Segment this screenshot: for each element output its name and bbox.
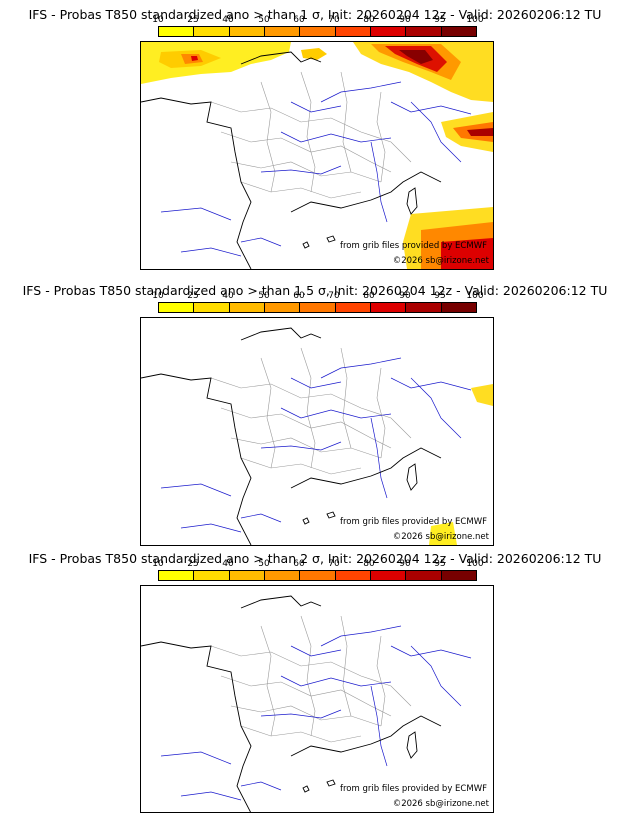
colorbar-label: 40 bbox=[222, 559, 234, 569]
colorbar-segment bbox=[335, 303, 371, 312]
colorbar-label: 40 bbox=[222, 15, 234, 25]
colorbar-label: 10 bbox=[152, 291, 164, 301]
colorbar-label: 100 bbox=[466, 15, 484, 25]
colorbar-label: 50 bbox=[258, 559, 270, 569]
colorbar bbox=[158, 302, 477, 313]
data-source-credit: from grib files provided by ECMWF bbox=[340, 517, 487, 527]
colorbar-segment bbox=[441, 571, 476, 580]
coastline bbox=[141, 595, 442, 812]
colorbar-segment bbox=[300, 27, 336, 36]
copyright-credit: ©2026 sb@irizone.net bbox=[392, 799, 489, 809]
colorbar-segment bbox=[264, 571, 301, 580]
probability-map: from grib files provided by ECMWF ©2026 … bbox=[140, 585, 494, 813]
admin-borders bbox=[210, 71, 412, 199]
forecast-panel-2sigma: IFS - Probas T850 standardized ano > tha… bbox=[0, 544, 630, 820]
colorbar-label: 95 bbox=[434, 15, 446, 25]
rivers bbox=[160, 357, 472, 533]
colorbar bbox=[158, 570, 477, 581]
colorbar-label: 50 bbox=[258, 291, 270, 301]
colorbar-label: 25 bbox=[187, 15, 199, 25]
colorbar-label: 90 bbox=[399, 15, 411, 25]
probability-map: from grib files provided by ECMWF ©2026 … bbox=[140, 317, 494, 546]
map-canvas bbox=[141, 327, 493, 545]
colorbar-segment bbox=[229, 27, 265, 36]
colorbar-segment bbox=[264, 303, 301, 312]
colorbar-label: 100 bbox=[466, 559, 484, 569]
colorbar-label: 90 bbox=[399, 559, 411, 569]
map-canvas bbox=[141, 595, 472, 812]
colorbar-label: 25 bbox=[187, 291, 199, 301]
panel-title: IFS - Probas T850 standardized ano > tha… bbox=[28, 551, 602, 566]
coastline bbox=[141, 51, 442, 269]
colorbar bbox=[158, 26, 477, 37]
colorbar-segment bbox=[159, 27, 195, 36]
colorbar-label: 100 bbox=[466, 291, 484, 301]
colorbar-label: 60 bbox=[293, 559, 305, 569]
colorbar-segment bbox=[441, 27, 476, 36]
colorbar-segment bbox=[194, 571, 230, 580]
data-source-credit: from grib files provided by ECMWF bbox=[340, 784, 487, 794]
colorbar-label: 80 bbox=[363, 291, 375, 301]
colorbar-segment bbox=[159, 571, 195, 580]
colorbar-segment bbox=[159, 303, 195, 312]
colorbar-segment bbox=[406, 571, 442, 580]
colorbar-labels: 10 25 40 50 60 70 80 90 95 100 bbox=[152, 291, 483, 302]
colorbar-segment bbox=[406, 303, 442, 312]
colorbar-segment bbox=[370, 571, 407, 580]
colorbar-label: 10 bbox=[152, 15, 164, 25]
colorbar-label: 70 bbox=[328, 15, 340, 25]
coastline bbox=[141, 327, 442, 545]
colorbar-label: 60 bbox=[293, 15, 305, 25]
rivers bbox=[160, 81, 472, 257]
probability-shading bbox=[429, 384, 493, 545]
forecast-panel-1sigma: IFS - Probas T850 standardized ano > tha… bbox=[0, 0, 630, 276]
colorbar-segment bbox=[264, 27, 301, 36]
colorbar-segment bbox=[441, 303, 476, 312]
colorbar-label: 90 bbox=[399, 291, 411, 301]
colorbar-segment bbox=[335, 27, 371, 36]
admin-borders bbox=[210, 615, 412, 743]
colorbar-labels: 10 25 40 50 60 70 80 90 95 100 bbox=[152, 559, 483, 570]
colorbar-label: 40 bbox=[222, 291, 234, 301]
copyright-credit: ©2026 sb@irizone.net bbox=[392, 256, 489, 266]
map-canvas bbox=[141, 42, 493, 269]
colorbar-label: 80 bbox=[363, 559, 375, 569]
colorbar-segment bbox=[229, 571, 265, 580]
colorbar-label: 70 bbox=[328, 559, 340, 569]
panel-title: IFS - Probas T850 standardized ano > tha… bbox=[22, 283, 608, 298]
colorbar-label: 95 bbox=[434, 291, 446, 301]
admin-borders bbox=[210, 347, 412, 475]
colorbar-segment bbox=[370, 303, 407, 312]
colorbar-segment bbox=[406, 27, 442, 36]
colorbar-label: 95 bbox=[434, 559, 446, 569]
colorbar-label: 80 bbox=[363, 15, 375, 25]
data-source-credit: from grib files provided by ECMWF bbox=[340, 241, 487, 251]
colorbar-label: 25 bbox=[187, 559, 199, 569]
colorbar-segment bbox=[335, 571, 371, 580]
colorbar-segment bbox=[370, 27, 407, 36]
colorbar-segment bbox=[194, 303, 230, 312]
copyright-credit: ©2026 sb@irizone.net bbox=[392, 532, 489, 542]
forecast-panel-1-5sigma: IFS - Probas T850 standardized ano > tha… bbox=[0, 276, 630, 552]
probability-shading bbox=[141, 42, 493, 269]
colorbar-segment bbox=[300, 303, 336, 312]
rivers bbox=[160, 625, 472, 801]
colorbar-segment bbox=[300, 571, 336, 580]
probability-map: from grib files provided by ECMWF ©2026 … bbox=[140, 41, 494, 270]
colorbar-label: 70 bbox=[328, 291, 340, 301]
colorbar-label: 10 bbox=[152, 559, 164, 569]
panel-title: IFS - Probas T850 standardized ano > tha… bbox=[28, 7, 602, 22]
colorbar-label: 60 bbox=[293, 291, 305, 301]
colorbar-labels: 10 25 40 50 60 70 80 90 95 100 bbox=[152, 15, 483, 26]
colorbar-label: 50 bbox=[258, 15, 270, 25]
colorbar-segment bbox=[229, 303, 265, 312]
colorbar-segment bbox=[194, 27, 230, 36]
